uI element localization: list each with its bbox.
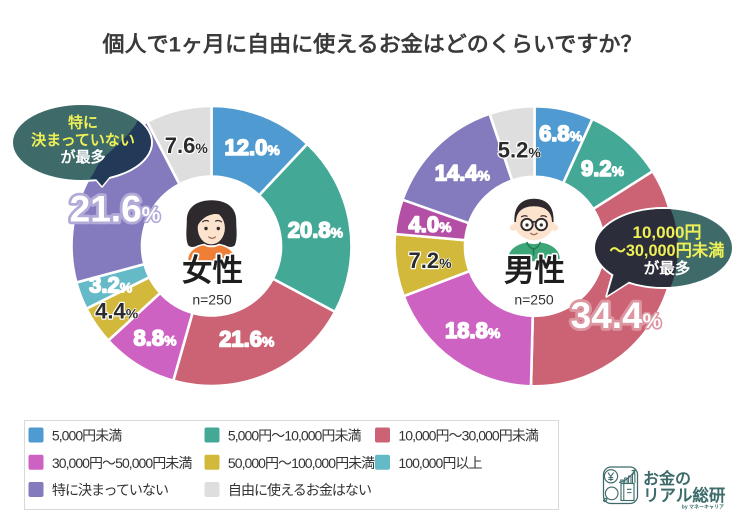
svg-text:100,000円以上: 100,000円以上 [398, 455, 482, 471]
svg-text:50,000円〜100,000円未満: 50,000円〜100,000円未満 [228, 455, 375, 471]
svg-text:決まっていない: 決まっていない [31, 131, 135, 149]
svg-text:5,000円未満: 5,000円未満 [52, 428, 122, 444]
svg-text:リアル総研: リアル総研 [643, 485, 726, 505]
svg-text:女性: 女性 [182, 253, 243, 288]
svg-text:特に: 特に [68, 114, 98, 132]
svg-text:30,000円〜50,000円未満: 30,000円〜50,000円未満 [52, 455, 192, 471]
svg-text:10,000円〜30,000円未満: 10,000円〜30,000円未満 [398, 428, 538, 444]
svg-text:自由に使えるお金はない: 自由に使えるお金はない [228, 482, 371, 498]
svg-text:個人で1ヶ月に自由に使えるお金はどのくらいですか？: 個人で1ヶ月に自由に使えるお金はどのくらいですか？ [101, 31, 642, 56]
svg-text:5,000円〜10,000円未満: 5,000円〜10,000円未満 [228, 428, 362, 444]
svg-text:お金の: お金の [643, 469, 691, 488]
svg-text:男性: 男性 [504, 254, 565, 288]
svg-text:〜30,000円未満: 〜30,000円未満 [610, 241, 725, 260]
svg-text:21.6%: 21.6% [70, 189, 161, 230]
svg-text:特に決まっていない: 特に決まっていない [52, 482, 168, 498]
svg-text:n=250: n=250 [192, 292, 232, 308]
svg-text:9.2%: 9.2% [581, 156, 625, 181]
svg-text:が最多: が最多 [60, 148, 105, 166]
svg-text:が最多: が最多 [644, 259, 691, 278]
svg-text:7.2%: 7.2% [408, 248, 452, 273]
svg-text:by マネーキャリア: by マネーキャリア [682, 504, 724, 511]
svg-text:20.8%: 20.8% [288, 218, 344, 243]
svg-text:10,000円: 10,000円 [633, 223, 702, 242]
svg-text:21.6%: 21.6% [219, 326, 275, 351]
svg-text:n=250: n=250 [514, 292, 554, 308]
